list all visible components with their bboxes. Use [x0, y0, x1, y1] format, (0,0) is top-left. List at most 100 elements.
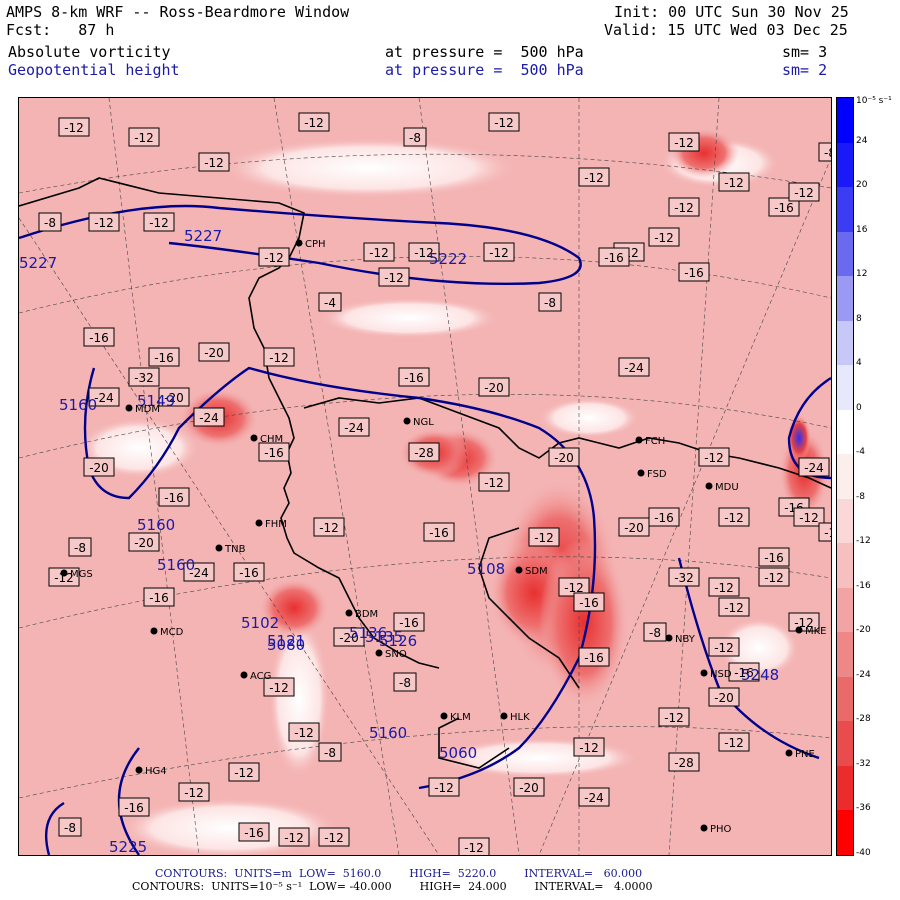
station-label: NSD — [710, 669, 732, 680]
station-marker[interactable]: ACG — [240, 671, 272, 682]
colorbar-tick-label: 0 — [856, 402, 862, 413]
vorticity-label-box — [158, 487, 190, 507]
vorticity-label: -12 — [528, 527, 560, 547]
station-marker[interactable]: HLK — [500, 712, 531, 723]
vorticity-label-box — [718, 172, 750, 192]
vorticity-label-text: -12 — [294, 726, 314, 740]
vorticity-label-text: -12 — [764, 571, 784, 585]
station-marker[interactable]: CPH — [295, 239, 326, 250]
vorticity-label-text: -16 — [764, 551, 784, 565]
vorticity-label-box — [618, 517, 650, 537]
vorticity-map[interactable]: -12 -12 -12 -12 -8 -12 -12 -12 -8 -12 -12 -12 -12 -4 -… — [18, 97, 832, 856]
vorticity-label-box — [648, 507, 680, 527]
colorbar-tick-label: -12 — [856, 536, 871, 547]
vorticity-label: -12 — [263, 677, 295, 697]
colorbar-tick-label: 8 — [856, 313, 862, 324]
colorbar-tick-label: -20 — [856, 625, 871, 636]
vorticity-label-box — [758, 567, 790, 587]
vorticity-label-box — [643, 622, 667, 642]
station-marker[interactable]: NBY — [665, 634, 696, 645]
station-label: HLK — [510, 712, 530, 723]
vorticity-label-box — [698, 447, 730, 467]
station-dot — [700, 669, 708, 677]
station-marker[interactable]: BDM — [345, 609, 379, 620]
colorbar-band — [837, 721, 853, 766]
station-label: SDM — [525, 566, 548, 577]
vorticity-label-box — [428, 777, 460, 797]
station-dot — [403, 417, 411, 425]
station-marker[interactable]: FHM — [255, 519, 287, 530]
colorbar-tick-label: 20 — [856, 180, 868, 191]
station-marker[interactable]: KLM — [440, 712, 471, 723]
vorticity-label: -16 — [158, 487, 190, 507]
colorbar-tick-label: -28 — [856, 714, 871, 725]
vorticity-label-text: -12 — [94, 216, 114, 230]
vorticity-label: -12 — [263, 347, 295, 367]
vorticity-label-text: -12 — [674, 136, 694, 150]
colorbar-band — [837, 409, 853, 455]
vorticity-label: -12 — [718, 597, 750, 617]
low-vorticity-area — [219, 138, 519, 198]
height-label: 5102 — [241, 614, 279, 632]
station-dot — [345, 609, 353, 617]
vorticity-label-box — [83, 457, 115, 477]
vorticity-label: -12 — [718, 172, 750, 192]
station-marker[interactable]: MDM — [125, 404, 160, 415]
station-marker[interactable]: SDM — [515, 566, 548, 577]
vorticity-label-box — [668, 132, 700, 152]
vorticity-label-text: -16 — [654, 511, 674, 525]
vorticity-label-box — [478, 472, 510, 492]
graticule-line — [668, 98, 720, 855]
station-label: MCD — [160, 627, 184, 638]
station-marker[interactable]: PHO — [700, 824, 732, 835]
vorticity-label: -12 — [48, 567, 80, 587]
colorbar-band — [837, 676, 853, 722]
height-label: 5227 — [184, 227, 222, 245]
vorticity-label: -16 — [648, 507, 680, 527]
vorticity-label: -20 — [618, 517, 650, 537]
vorticity-label-text: -12 — [319, 521, 339, 535]
vorticity-label: -20 — [83, 457, 115, 477]
height-label: 5160 — [157, 556, 195, 574]
vorticity-label-box — [238, 822, 270, 842]
station-marker[interactable]: TNB — [215, 544, 246, 555]
height-label: 5160 — [59, 396, 97, 414]
vorticity-label-text: -8 — [824, 146, 831, 160]
colorbar-tick-label: 16 — [856, 224, 868, 235]
colorbar-tick-label: -36 — [856, 803, 871, 814]
station-marker[interactable]: MKE — [795, 626, 827, 637]
vorticity-label: -24 — [338, 417, 370, 437]
graticule-line — [273, 98, 400, 855]
station-dot — [515, 566, 523, 574]
vorticity-label: -20 — [333, 627, 365, 647]
vorticity-label-box — [48, 567, 80, 587]
colorbar — [836, 97, 854, 856]
vorticity-label-text: -12 — [704, 451, 724, 465]
stations: CPH MDM CHM FHM TNB MGS MCD BDM SNO SDM NGL FCH FSD M… — [60, 239, 827, 835]
vorticity-label-text: -12 — [304, 116, 324, 130]
station-marker[interactable]: MGS — [60, 569, 93, 580]
station-dot — [150, 627, 158, 635]
station-dot — [60, 569, 68, 577]
vorticity-label-text: -16 — [399, 616, 419, 630]
station-marker[interactable]: NSD — [700, 669, 732, 680]
station-marker[interactable]: MDU — [705, 482, 739, 493]
station-marker[interactable]: SNO — [375, 649, 407, 660]
vorticity-label: -16 — [398, 367, 430, 387]
station-marker[interactable]: HG4 — [135, 766, 167, 777]
station-marker[interactable]: FSD — [637, 469, 667, 480]
station-marker[interactable]: CHM — [250, 434, 284, 445]
vorticity-label-text: -12 — [664, 711, 684, 725]
station-marker[interactable]: NGL — [403, 417, 435, 428]
vorticity-label-text: -16 — [239, 566, 259, 580]
coastline-segment — [438, 717, 510, 769]
station-marker[interactable]: PNE — [785, 749, 815, 760]
station-marker[interactable]: MCD — [150, 627, 184, 638]
station-marker[interactable]: FCH — [635, 436, 666, 447]
vorticity-label-text: -12 — [724, 601, 744, 615]
vorticity-label-box — [488, 112, 520, 132]
vorticity-label: -24 — [193, 407, 225, 427]
vorticity-label-box — [88, 212, 120, 232]
vorticity-label: -20 — [158, 387, 190, 407]
vorticity-label: -12 — [428, 777, 460, 797]
